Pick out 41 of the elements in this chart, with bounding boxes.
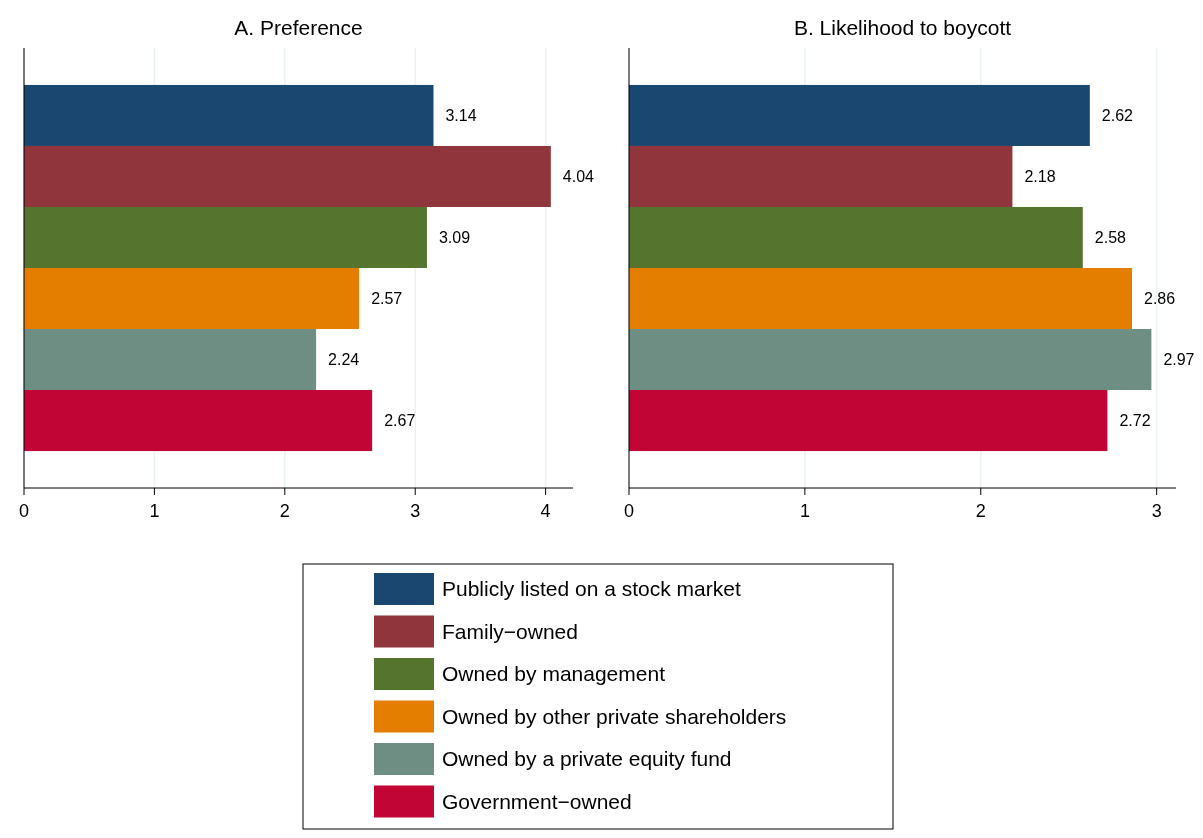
legend-label: Family−owned (442, 619, 578, 643)
bar (629, 145, 1013, 207)
bar (629, 84, 1090, 146)
bar (24, 206, 427, 268)
data-label: 2.18 (1024, 168, 1056, 186)
bar (24, 390, 373, 452)
data-label: 2.86 (1144, 290, 1176, 308)
x-tick-label: 4 (540, 501, 551, 521)
x-tick-label: 1 (799, 501, 810, 521)
data-label: 2.72 (1119, 412, 1151, 430)
bar (24, 84, 434, 146)
chart-title: B. Likelihood to boycott (793, 16, 1012, 39)
data-label: 2.57 (371, 290, 403, 308)
x-tick-label: 3 (1151, 501, 1162, 521)
data-label: 2.24 (328, 351, 360, 369)
data-label: 2.58 (1094, 229, 1127, 247)
data-label: 2.67 (384, 412, 416, 430)
chart-title: A. Preference (234, 16, 363, 39)
x-tick-label: 0 (623, 501, 635, 521)
bar (629, 390, 1108, 452)
data-label: 2.97 (1163, 351, 1195, 369)
x-tick-label: 3 (410, 501, 421, 521)
data-label: 2.62 (1101, 107, 1134, 125)
bar (629, 206, 1083, 268)
bar (24, 268, 360, 330)
legend-label: Publicly listed on a stock market (442, 577, 741, 601)
legend-label: Owned by a private equity fund (442, 747, 732, 771)
bar (629, 268, 1133, 330)
bar (629, 329, 1152, 391)
x-tick-label: 0 (18, 501, 30, 521)
legend-label: Government−owned (442, 789, 632, 813)
data-label: 3.09 (438, 229, 471, 247)
x-tick-label: 1 (149, 501, 160, 521)
legend-label: Owned by management (442, 662, 666, 686)
data-label: 4.04 (562, 168, 595, 186)
x-tick-label: 2 (975, 501, 986, 521)
x-tick-label: 2 (279, 501, 290, 521)
legend-label: Owned by other private shareholders (442, 704, 787, 728)
bar (24, 145, 551, 207)
data-label: 3.14 (445, 107, 477, 125)
bar (24, 329, 317, 391)
